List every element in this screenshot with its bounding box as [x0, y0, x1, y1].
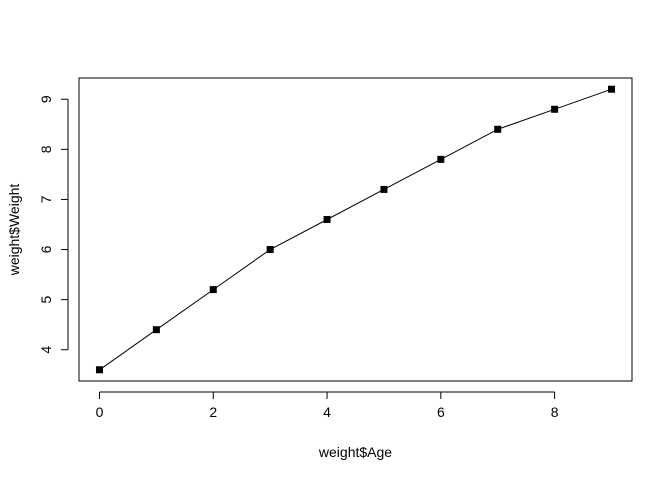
- y-tick-label: 8: [38, 145, 54, 153]
- data-point: [209, 286, 217, 294]
- data-point: [95, 366, 103, 374]
- data-point: [494, 125, 502, 133]
- y-tick-label: 9: [38, 95, 54, 103]
- x-tick-label: 8: [551, 404, 559, 420]
- series-line: [99, 88, 612, 371]
- data-points: [95, 85, 616, 374]
- y-tick-label: 5: [38, 296, 54, 304]
- x-axis: 0 2 4 6 8: [96, 391, 559, 420]
- y-tick-label: 4: [38, 346, 54, 354]
- plot-box: [78, 77, 633, 382]
- x-tick-label: 6: [437, 404, 445, 420]
- y-axis: 4 5 6 7 8 9: [38, 95, 69, 354]
- data-point: [266, 246, 274, 254]
- x-axis-title: weight$Age: [318, 444, 392, 460]
- y-tick-label: 7: [38, 195, 54, 203]
- x-tick-label: 2: [209, 404, 217, 420]
- data-point: [152, 326, 160, 334]
- y-axis-title: weight$Weight: [6, 184, 22, 277]
- data-point: [323, 215, 331, 223]
- data-point: [608, 85, 616, 93]
- data-point: [437, 155, 445, 163]
- data-point: [380, 185, 388, 193]
- y-tick-label: 6: [38, 245, 54, 253]
- x-tick-label: 0: [96, 404, 104, 420]
- data-point: [551, 105, 559, 113]
- x-tick-label: 4: [323, 404, 331, 420]
